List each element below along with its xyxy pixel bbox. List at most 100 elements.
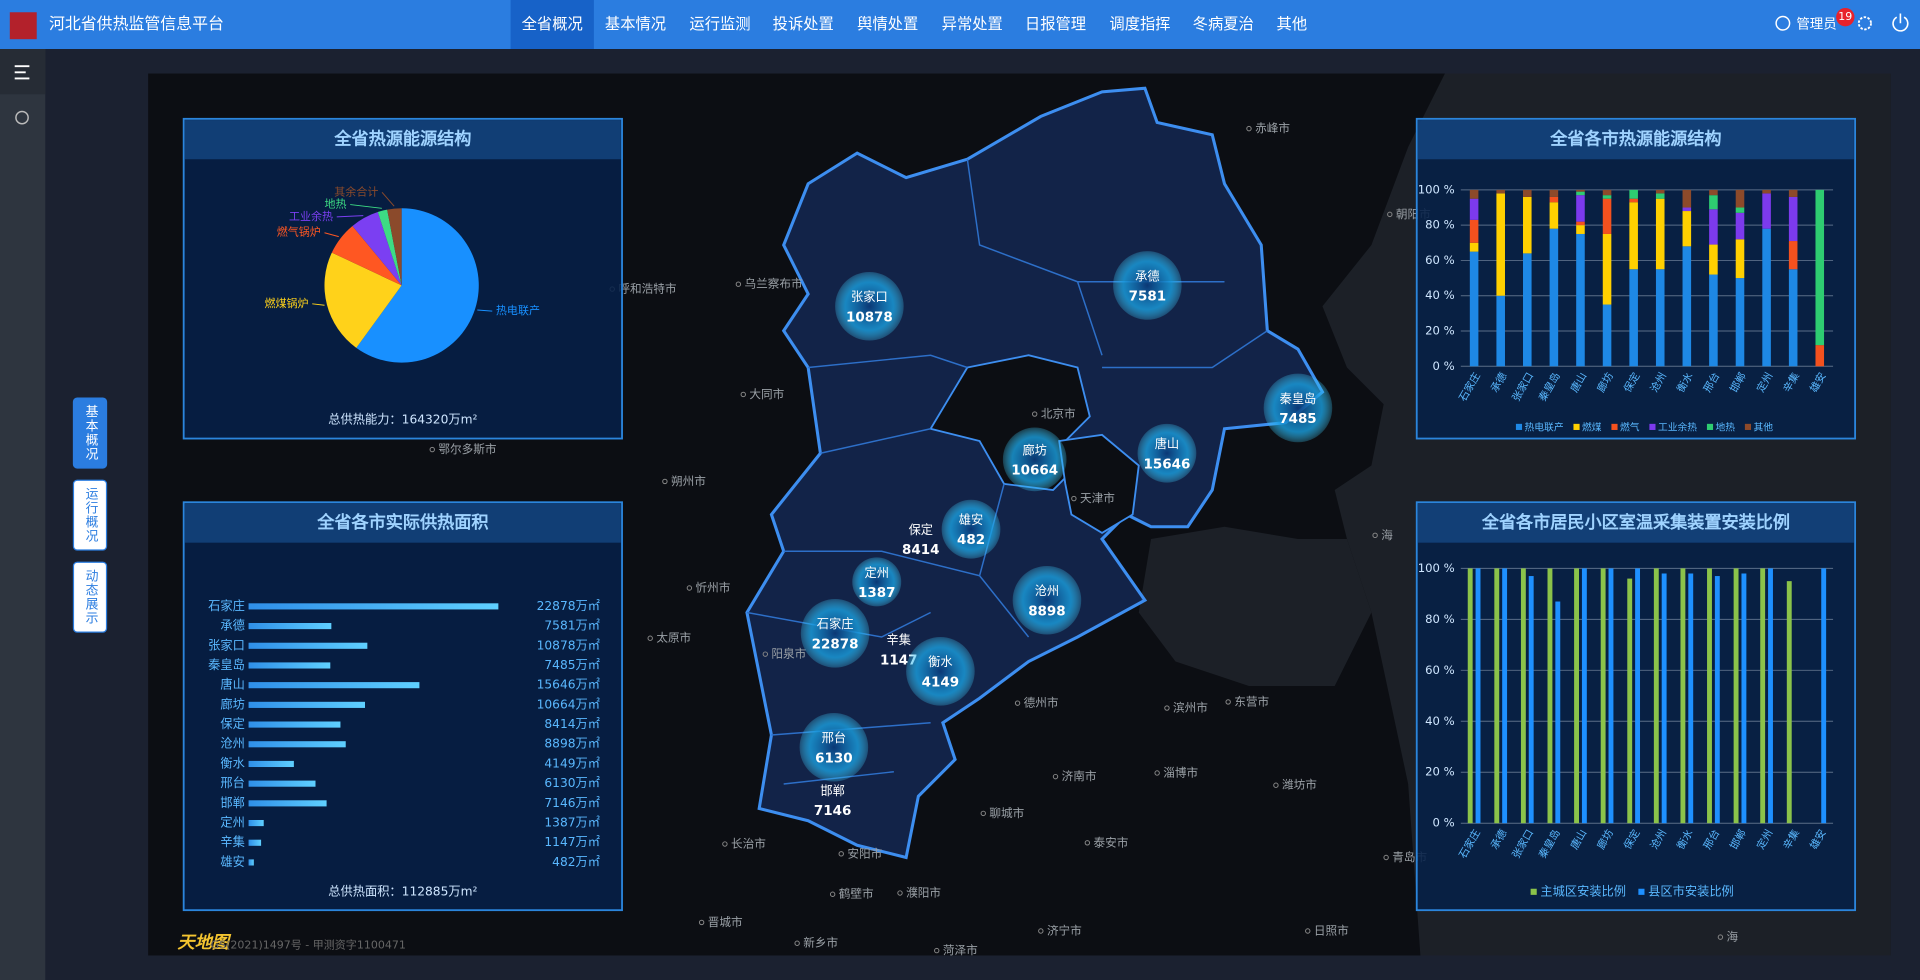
nav-item[interactable]: 舆情处置 bbox=[857, 15, 918, 33]
bar-segment bbox=[1788, 196, 1798, 242]
bar bbox=[1786, 581, 1792, 824]
bar-segment bbox=[1602, 233, 1612, 305]
place-dot bbox=[686, 585, 693, 591]
y-tick-label: 承德 bbox=[220, 618, 244, 633]
legend-label: 主城区安装比例 bbox=[1540, 883, 1626, 898]
y-tick-label: 40 % bbox=[1425, 288, 1455, 302]
logo bbox=[9, 12, 37, 40]
bar bbox=[1760, 568, 1766, 824]
y-tick-label: 秦皇岛 bbox=[208, 657, 245, 672]
legend-swatch bbox=[1611, 423, 1618, 430]
y-tick-label: 邯郸 bbox=[220, 795, 244, 810]
power-icon[interactable] bbox=[1892, 13, 1909, 32]
nav-item[interactable]: 全省概况 bbox=[522, 15, 583, 33]
bar bbox=[248, 780, 316, 787]
city-value: 1387 bbox=[858, 585, 895, 601]
bar-segment bbox=[1682, 189, 1692, 208]
bar-segment bbox=[1762, 193, 1771, 229]
city-name: 承德 bbox=[1135, 268, 1159, 283]
leader-line bbox=[477, 309, 493, 312]
place-label: 泰安市 bbox=[1093, 835, 1128, 849]
nav-item[interactable]: 日报管理 bbox=[1025, 15, 1086, 33]
legend-label: 其他 bbox=[1753, 421, 1773, 434]
bar-segment bbox=[1709, 195, 1718, 210]
city-marker bbox=[835, 271, 904, 341]
city-name: 秦皇岛 bbox=[1280, 391, 1317, 406]
place-label: 海 bbox=[1381, 528, 1393, 542]
y-tick-label: 20 % bbox=[1425, 323, 1455, 337]
bar bbox=[1688, 573, 1694, 824]
user-name[interactable]: 管理员 bbox=[1796, 16, 1836, 32]
place-label: 滨州市 bbox=[1173, 701, 1208, 715]
bar bbox=[1581, 568, 1587, 824]
bar bbox=[248, 800, 327, 807]
bar bbox=[1741, 573, 1747, 824]
city-value: 8898 bbox=[1028, 603, 1065, 619]
bar-segment bbox=[1469, 242, 1479, 252]
bar-segment bbox=[1523, 253, 1532, 367]
place-label: 鹤壁市 bbox=[839, 887, 874, 901]
place-dot bbox=[1154, 770, 1160, 776]
place-dot bbox=[1305, 928, 1311, 934]
city-value: 15646 bbox=[1144, 456, 1191, 472]
nav-item[interactable]: 异常处置 bbox=[942, 15, 1003, 33]
bar bbox=[1547, 568, 1553, 824]
value-label: 10664万㎡ bbox=[537, 697, 600, 711]
app-title: 河北省供热监管信息平台 bbox=[49, 14, 224, 33]
nav-item[interactable]: 冬病夏治 bbox=[1193, 15, 1254, 33]
place-dot bbox=[794, 940, 800, 946]
place-dot bbox=[1032, 411, 1038, 417]
side-tab[interactable] bbox=[72, 561, 108, 633]
user-icon[interactable] bbox=[1775, 15, 1791, 31]
bar-segment bbox=[1602, 198, 1612, 234]
side-tab[interactable] bbox=[72, 479, 108, 551]
nav-item[interactable]: 基本情况 bbox=[605, 15, 666, 33]
city-name: 辛集 bbox=[887, 632, 911, 647]
settings-icon[interactable] bbox=[1857, 16, 1872, 31]
panel-footer: 总供热面积：112885万m² bbox=[328, 884, 477, 898]
side-tab-label[interactable]: 基本概况 bbox=[83, 405, 98, 462]
place-label: 潍坊市 bbox=[1282, 778, 1317, 792]
panel-footer: 总供热能力：164320万m² bbox=[328, 413, 477, 427]
bar bbox=[1555, 601, 1561, 824]
panel-title: 全省各市实际供热面积 bbox=[316, 512, 488, 533]
city-marker bbox=[1012, 565, 1082, 635]
y-tick-label: 0 % bbox=[1433, 816, 1455, 830]
bar-segment bbox=[1682, 211, 1692, 247]
badge-bg bbox=[1836, 7, 1855, 27]
bar bbox=[1627, 578, 1633, 824]
globe-icon[interactable] bbox=[15, 110, 29, 125]
city-name: 唐山 bbox=[1155, 436, 1179, 451]
bar-segment bbox=[1682, 207, 1692, 212]
bar bbox=[248, 819, 264, 827]
place-label: 菏泽市 bbox=[943, 943, 978, 957]
place-label: 呼和浩特市 bbox=[618, 282, 676, 296]
side-tab[interactable] bbox=[72, 397, 108, 469]
menu-icon[interactable] bbox=[14, 65, 30, 80]
header bbox=[0, 0, 1920, 49]
y-tick-label: 80 % bbox=[1425, 612, 1455, 626]
bar bbox=[248, 603, 499, 610]
place-label: 太原市 bbox=[656, 631, 691, 645]
bar-segment bbox=[1469, 219, 1479, 243]
side-tab-label[interactable]: 动态展示 bbox=[83, 569, 98, 625]
nav-item[interactable]: 投诉处置 bbox=[773, 15, 834, 33]
nav-item[interactable]: 其他 bbox=[1277, 15, 1308, 33]
value-label: 1387万㎡ bbox=[544, 816, 600, 830]
place-dot bbox=[1084, 840, 1091, 846]
y-tick-label: 衡水 bbox=[220, 756, 244, 770]
bar-segment bbox=[1682, 246, 1692, 367]
legend-swatch bbox=[1573, 423, 1580, 430]
value-label: 482万㎡ bbox=[552, 855, 600, 869]
legend-label: 热电联产 bbox=[1524, 421, 1563, 434]
place-label: 大同市 bbox=[749, 387, 784, 401]
y-tick-label: 80 % bbox=[1425, 218, 1455, 232]
city-name: 廊坊 bbox=[1022, 442, 1046, 457]
side-tab-label[interactable]: 运行概况 bbox=[83, 487, 98, 544]
city-marker bbox=[852, 557, 902, 607]
pie-slice bbox=[331, 225, 402, 286]
nav-item[interactable]: 调度指挥 bbox=[1109, 15, 1170, 33]
bar bbox=[248, 682, 420, 689]
bar bbox=[1680, 568, 1686, 824]
nav-item[interactable]: 运行监测 bbox=[689, 15, 750, 33]
